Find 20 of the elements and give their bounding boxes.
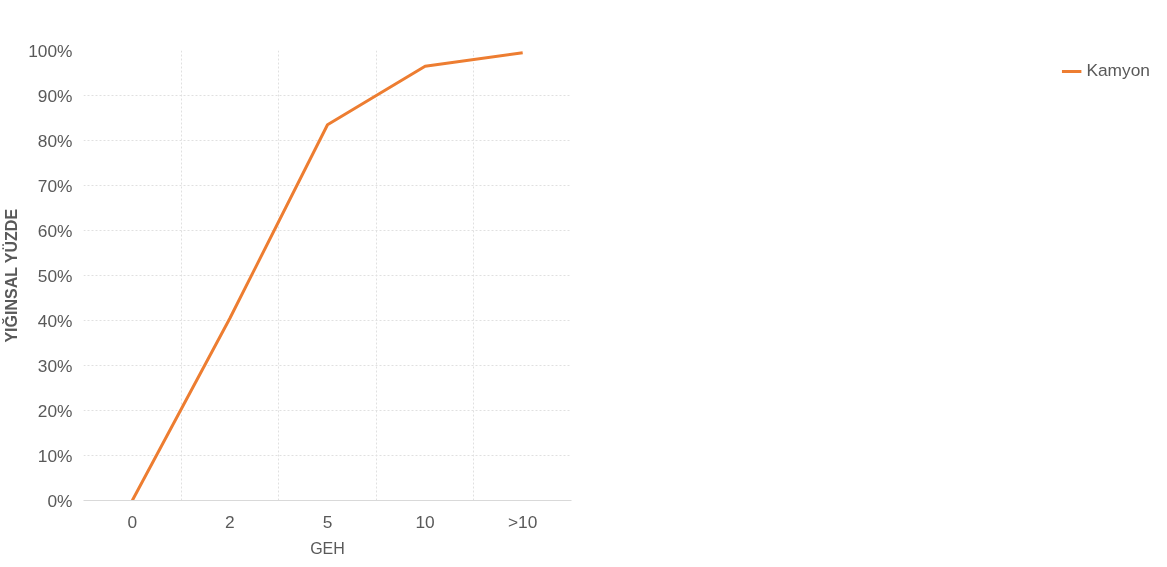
- x-tick-label: 5: [322, 511, 333, 532]
- y-tick-label: 10%: [37, 445, 73, 466]
- y-axis-title: YIĞINSAL YÜZDE: [2, 208, 21, 343]
- x-axis-title: GEH: [310, 539, 345, 557]
- y-tick-label: 20%: [37, 400, 73, 421]
- y-tick-label: 80%: [37, 130, 73, 151]
- x-tick-label: 10: [415, 511, 435, 532]
- y-tick-label: 30%: [37, 355, 73, 376]
- line-series: [130, 51, 525, 501]
- y-tick-label: 90%: [37, 85, 73, 106]
- x-tick-label: >10: [508, 511, 538, 532]
- y-tick-label: 40%: [37, 310, 73, 331]
- legend-label: Kamyon: [1086, 60, 1150, 81]
- y-tick-label: 50%: [37, 265, 73, 286]
- y-tick-label: 60%: [37, 220, 73, 241]
- x-tick-label: 0: [127, 511, 138, 532]
- y-tick-label: 70%: [37, 175, 73, 196]
- y-tick-label: 0%: [47, 490, 73, 511]
- y-tick-label: 100%: [28, 40, 73, 61]
- x-tick-label: 2: [225, 511, 235, 532]
